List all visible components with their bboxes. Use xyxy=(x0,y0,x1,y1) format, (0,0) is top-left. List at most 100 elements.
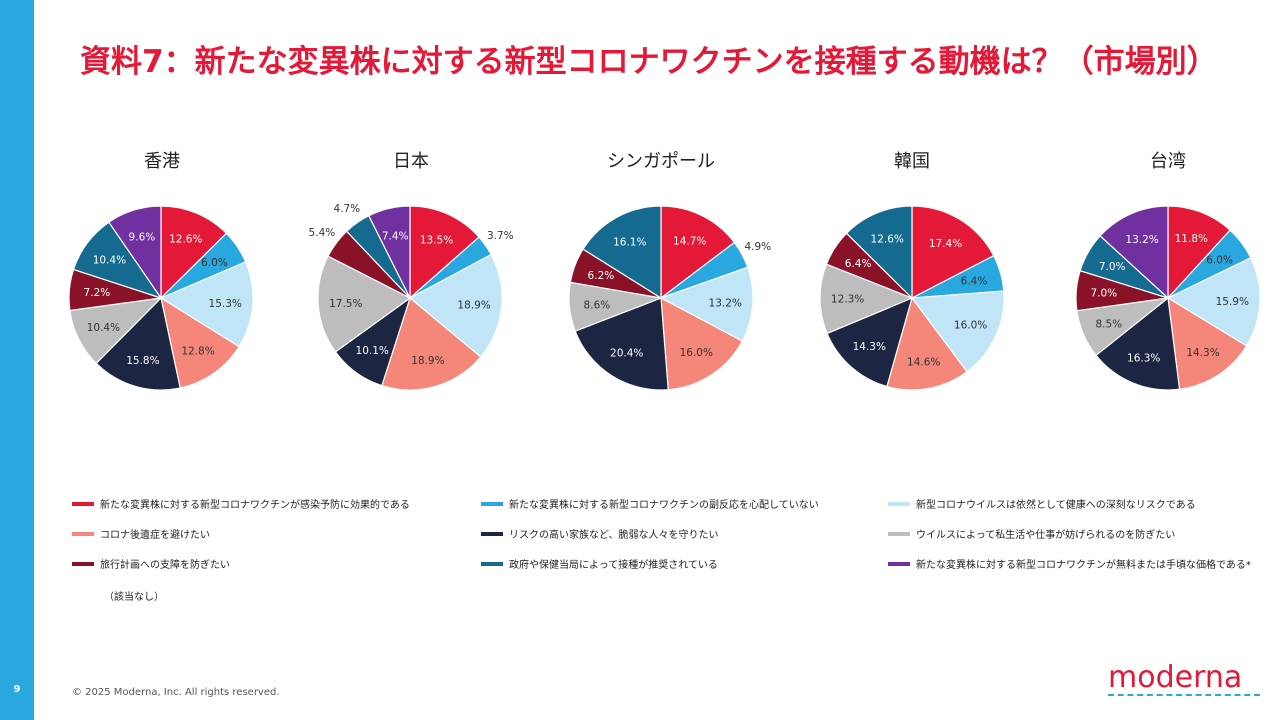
pie-slice-singapore-2 xyxy=(659,266,754,342)
pie-label-japan-6: 5.4% xyxy=(309,227,336,239)
pie-slice-hongkong-8 xyxy=(108,205,162,300)
pie-label-singapore-3: 16.0% xyxy=(680,347,713,359)
pie-slice-japan-0 xyxy=(409,205,480,300)
pie-slice-korea-3 xyxy=(886,296,968,391)
pie-slice-hongkong-4 xyxy=(95,296,181,391)
pie-label-taiwan-4: 16.3% xyxy=(1127,353,1160,365)
pie-label-hongkong-7: 10.4% xyxy=(93,254,126,266)
pie-label-korea-4: 14.3% xyxy=(853,341,886,353)
legend-swatch-4 xyxy=(481,532,503,536)
pie-slice-taiwan-4 xyxy=(1095,296,1181,391)
legend-item-4: リスクの高い家族など、脆弱な人々を守りたい xyxy=(481,526,719,541)
legend-item-2: 新型コロナウイルスは依然として健康への深刻なリスクである xyxy=(888,496,1196,511)
pie-slice-japan-2 xyxy=(408,253,503,358)
pie-label-hongkong-5: 10.4% xyxy=(87,322,120,334)
legend-swatch-8 xyxy=(888,562,910,566)
legend-swatch-2 xyxy=(888,502,910,506)
copyright: © 2025 Moderna, Inc. All rights reserved… xyxy=(72,687,280,698)
pie-label-japan-4: 10.1% xyxy=(356,345,389,357)
pie-slice-singapore-7 xyxy=(582,205,662,300)
pie-label-japan-2: 18.9% xyxy=(457,300,490,312)
legend-label-5: ウイルスによって私生活や仕事が妨げられるのを防ぎたい xyxy=(916,530,1176,541)
moderna-logo: moderna xyxy=(1108,660,1243,695)
pie-slice-taiwan-8 xyxy=(1099,205,1169,300)
pie-label-hongkong-8: 9.6% xyxy=(129,232,156,244)
pie-slice-korea-4 xyxy=(826,296,913,388)
pie-label-japan-7: 4.7% xyxy=(333,203,360,215)
pie-slice-japan-3 xyxy=(381,296,482,391)
chart-title-hongkong: 香港 xyxy=(144,151,180,172)
legend-label-3: コロナ後遺症を避けたい xyxy=(100,530,210,541)
pie-slice-taiwan-2 xyxy=(1166,256,1261,347)
pie-label-taiwan-3: 14.3% xyxy=(1186,347,1219,359)
legend-label-6: 旅行計画への支障を防ぎたい xyxy=(100,560,230,571)
legend-label-2: 新型コロナウイルスは依然として健康への深刻なリスクである xyxy=(916,500,1196,511)
pie-slice-singapore-4 xyxy=(574,297,669,391)
pie-label-taiwan-5: 8.5% xyxy=(1095,318,1122,330)
chart-title-japan: 日本 xyxy=(393,151,429,172)
legend-item-0: 新たな変異株に対する新型コロナワクチンが感染予防に効果的である xyxy=(72,496,410,511)
pie-label-japan-0: 13.5% xyxy=(420,234,453,246)
pie-charts: 12.6%6.0%15.3%12.8%15.8%10.4%7.2%10.4%9.… xyxy=(68,203,1261,391)
pie-label-singapore-2: 13.2% xyxy=(709,298,742,310)
legend-swatch-6 xyxy=(72,562,94,566)
pie-label-singapore-6: 6.2% xyxy=(588,270,615,282)
pie-slice-korea-7 xyxy=(845,205,913,300)
pie-slice-korea-0 xyxy=(911,205,995,299)
pie-slice-korea-5 xyxy=(819,263,914,335)
pie-label-korea-7: 12.6% xyxy=(871,234,904,246)
pie-label-japan-8: 7.4% xyxy=(382,230,409,242)
chart-title-taiwan: 台湾 xyxy=(1150,151,1186,172)
legend-item-8: 新たな変異株に対する新型コロナワクチンが無料または手頃な価格である* xyxy=(888,556,1251,571)
pie-label-taiwan-7: 7.0% xyxy=(1099,261,1126,273)
pie-slice-singapore-3 xyxy=(660,296,744,391)
pie-label-japan-5: 17.5% xyxy=(329,298,362,310)
pie-label-hongkong-4: 15.8% xyxy=(126,355,159,367)
page-number: 9 xyxy=(13,684,21,695)
pie-label-taiwan-8: 13.2% xyxy=(1125,234,1158,246)
pie-slice-japan-8 xyxy=(367,205,411,299)
legend-label-1: 新たな変異株に対する新型コロナワクチンの副反応を心配していない xyxy=(509,500,819,511)
legend-label-4: リスクの高い家族など、脆弱な人々を守りたい xyxy=(509,530,719,541)
pie-label-singapore-5: 8.6% xyxy=(584,299,611,311)
pie-label-japan-3: 18.9% xyxy=(411,355,444,367)
pie-label-taiwan-0: 11.8% xyxy=(1175,233,1208,245)
pie-label-hongkong-1: 6.0% xyxy=(201,257,228,269)
pie-label-korea-1: 6.4% xyxy=(961,275,988,287)
pie-label-taiwan-1: 6.0% xyxy=(1206,255,1233,267)
legend-swatch-0 xyxy=(72,502,94,506)
legend-swatch-7 xyxy=(481,562,503,566)
pie-label-korea-5: 12.3% xyxy=(831,294,864,306)
legend-item-3: コロナ後遺症を避けたい xyxy=(72,526,210,541)
legend-label-0: 新たな変異株に対する新型コロナワクチンが感染予防に効果的である xyxy=(100,500,410,511)
pie-slice-singapore-0 xyxy=(660,205,736,300)
side-accent-bar xyxy=(0,0,34,720)
legend-item-7: 政府や保健当局によって接種が推奨されている xyxy=(481,556,718,571)
legend-item-1: 新たな変異株に対する新型コロナワクチンの副反応を心配していない xyxy=(481,496,819,511)
legend-item-5: ウイルスによって私生活や仕事が妨げられるのを防ぎたい xyxy=(888,526,1175,541)
chart-title-korea: 韓国 xyxy=(894,151,930,172)
logo-underline xyxy=(1108,694,1260,696)
pie-label-japan-1: 3.7% xyxy=(487,230,514,242)
pie-label-korea-6: 6.4% xyxy=(845,258,872,270)
pie-label-singapore-7: 16.1% xyxy=(613,237,646,249)
pie-label-korea-2: 16.0% xyxy=(954,320,987,332)
pie-label-taiwan-6: 7.0% xyxy=(1090,288,1117,300)
legend-swatch-1 xyxy=(481,502,503,506)
pie-label-korea-3: 14.6% xyxy=(907,356,940,368)
pie-label-singapore-4: 20.4% xyxy=(610,348,643,360)
pie-label-singapore-0: 14.7% xyxy=(673,235,706,247)
legend-item-6: 旅行計画への支障を防ぎたい xyxy=(72,556,230,571)
legend-swatch-5 xyxy=(888,532,910,536)
pie-slice-japan-5 xyxy=(317,255,412,353)
pie-slice-hongkong-2 xyxy=(159,261,254,348)
pie-slice-korea-2 xyxy=(910,290,1005,373)
pie-label-korea-0: 17.4% xyxy=(929,238,962,250)
pie-slice-hongkong-0 xyxy=(160,205,228,300)
pie-label-taiwan-2: 15.9% xyxy=(1216,296,1249,308)
legend-label-7: 政府や保健当局によって接種が推奨されている xyxy=(509,560,718,571)
pie-label-hongkong-6: 7.2% xyxy=(84,287,111,299)
pie-slice-hongkong-3 xyxy=(160,296,240,389)
pie-label-hongkong-0: 12.6% xyxy=(169,234,202,246)
legend-swatch-3 xyxy=(72,532,94,536)
